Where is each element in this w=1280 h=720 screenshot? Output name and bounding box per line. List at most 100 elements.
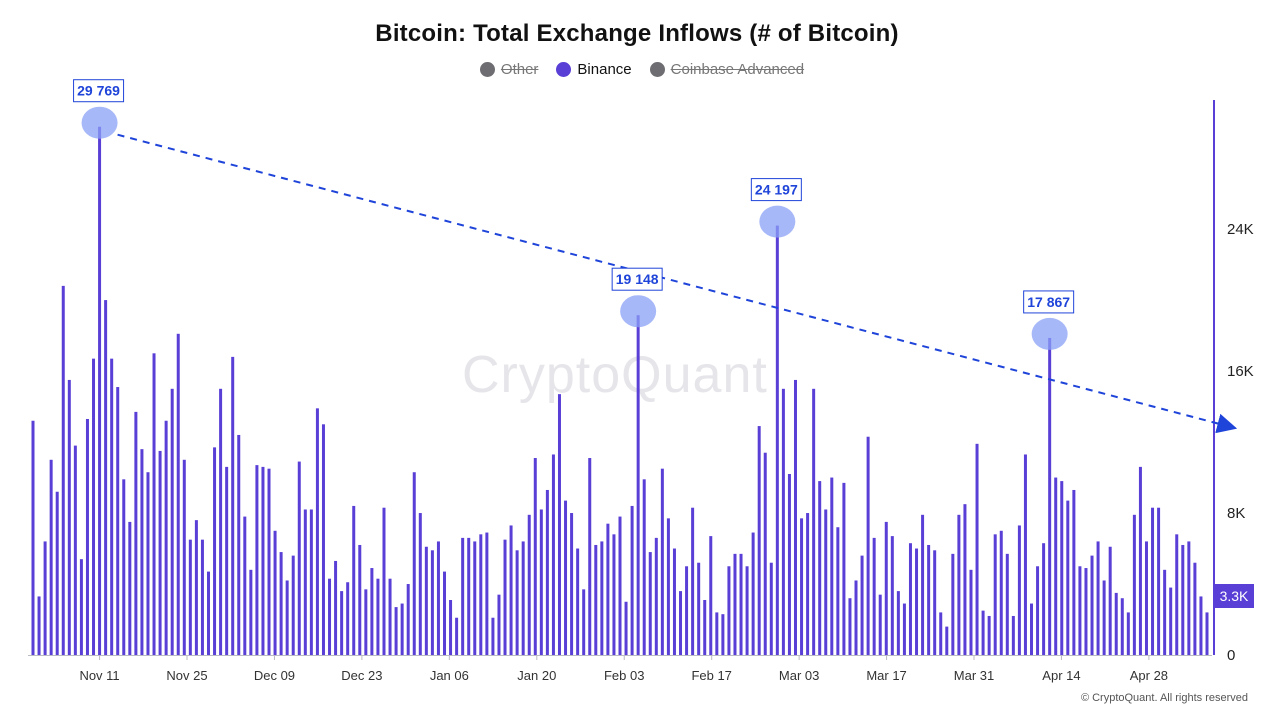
bar — [31, 420, 35, 655]
bar — [1126, 612, 1130, 655]
bar — [1175, 534, 1179, 655]
x-tick-label: Mar 17 — [866, 668, 906, 683]
bar — [812, 388, 816, 655]
bar — [455, 617, 459, 655]
bar — [461, 537, 465, 655]
bar — [1096, 541, 1100, 655]
bar — [122, 479, 126, 655]
bar — [1163, 569, 1167, 655]
bar — [902, 603, 906, 655]
peak-label: 17 867 — [1027, 294, 1070, 310]
bar — [485, 532, 489, 655]
bar — [430, 550, 434, 655]
bar — [606, 523, 610, 655]
bar — [757, 426, 761, 655]
bar — [55, 491, 59, 655]
bar — [170, 388, 174, 655]
bar — [1078, 566, 1082, 655]
bar — [67, 379, 71, 655]
peak-label-box — [1023, 290, 1075, 314]
x-tick-label: Nov 11 — [79, 668, 119, 683]
bar — [588, 458, 592, 655]
bar — [1120, 598, 1124, 655]
bar — [418, 513, 422, 655]
bar — [328, 578, 332, 655]
bar — [1205, 612, 1209, 655]
bar — [551, 454, 555, 655]
bar — [79, 559, 83, 655]
bar — [539, 509, 543, 655]
bar — [358, 544, 362, 655]
bar — [194, 520, 198, 655]
peak-highlight-circle — [81, 106, 118, 139]
bar — [600, 541, 604, 655]
bar — [818, 481, 822, 655]
bar — [334, 560, 338, 655]
bar — [1060, 481, 1064, 655]
bar — [515, 550, 519, 655]
bar — [1030, 603, 1034, 655]
bar — [975, 443, 979, 655]
peak-label: 19 148 — [616, 271, 659, 287]
bar — [182, 459, 186, 655]
bar — [110, 358, 114, 655]
bar — [279, 552, 283, 655]
bar — [243, 516, 247, 655]
bar — [709, 536, 713, 655]
bar — [848, 598, 852, 655]
bar — [533, 458, 537, 655]
bar — [999, 530, 1003, 655]
bar — [612, 534, 616, 655]
bar — [503, 539, 507, 655]
bar — [642, 479, 646, 655]
bar — [945, 626, 949, 655]
x-tick-label: Nov 25 — [166, 668, 207, 683]
bar — [842, 482, 846, 655]
bar — [624, 601, 628, 655]
legend-item-other[interactable]: Other — [479, 61, 538, 78]
y-tick-label: 0 — [1227, 647, 1235, 664]
y-tick-label: 8K — [1227, 505, 1245, 522]
bar — [969, 569, 973, 655]
bar — [479, 534, 483, 655]
bar — [303, 509, 307, 655]
bar — [775, 225, 779, 655]
bar — [927, 544, 931, 655]
bar — [618, 516, 622, 655]
bar — [545, 489, 549, 655]
bar — [1048, 337, 1052, 655]
bar — [225, 466, 229, 655]
bar — [424, 546, 428, 655]
x-tick-label: Feb 03 — [604, 668, 644, 683]
bar — [1199, 596, 1203, 655]
bar — [1114, 592, 1118, 655]
bar — [896, 591, 900, 655]
bar — [509, 525, 513, 655]
bar — [679, 591, 683, 655]
bar — [1090, 555, 1094, 655]
bar — [824, 509, 828, 655]
bar — [473, 541, 477, 655]
bar — [697, 562, 701, 655]
bar — [164, 420, 168, 655]
legend-item-coinbase-advanced[interactable]: Coinbase Advanced — [649, 61, 805, 78]
bar — [1072, 489, 1076, 655]
bar — [570, 513, 574, 655]
x-tick-label: Apr 28 — [1130, 668, 1168, 683]
bar — [878, 594, 882, 655]
bar — [73, 445, 77, 655]
bar — [315, 408, 319, 655]
bar — [582, 589, 586, 655]
bar — [412, 472, 416, 655]
bar — [636, 315, 640, 655]
bar — [237, 434, 241, 655]
bar — [1193, 562, 1197, 655]
legend-dot-icon — [556, 62, 572, 77]
x-tick-label: Jan 20 — [517, 668, 556, 683]
bar — [1066, 500, 1070, 655]
legend-label: Coinbase Advanced — [670, 61, 805, 78]
bar — [1005, 553, 1009, 655]
chart-title: Bitcoin: Total Exchange Inflows (# of Bi… — [375, 20, 899, 47]
legend-item-binance[interactable]: Binance — [556, 61, 632, 78]
bar — [1138, 466, 1142, 655]
